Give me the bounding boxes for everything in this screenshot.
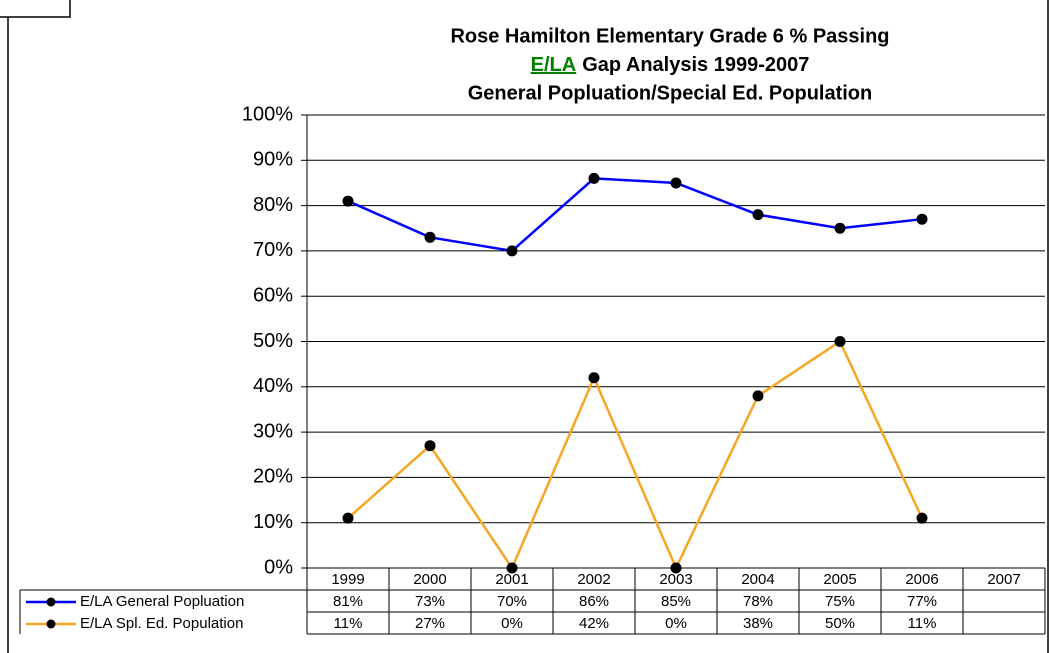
series-line — [347, 177, 923, 253]
y-tick-label: 80% — [253, 194, 293, 216]
data-label: 38% — [743, 615, 773, 632]
data-point — [834, 222, 846, 234]
y-tick-label: 90% — [253, 149, 293, 171]
x-tick-label: 2006 — [905, 571, 938, 588]
y-tick-label: 100% — [242, 103, 293, 125]
series-line — [347, 339, 924, 572]
x-tick-label: 2000 — [413, 571, 446, 588]
data-label: 50% — [825, 615, 855, 632]
y-tick-label: 50% — [253, 330, 293, 352]
x-tick-label: 2002 — [577, 571, 610, 588]
data-label: 75% — [825, 593, 855, 610]
data-label: 73% — [415, 593, 445, 610]
y-tick-label: 60% — [253, 284, 293, 306]
legend-marker — [46, 597, 56, 607]
y-tick-label: 40% — [253, 375, 293, 397]
data-point — [916, 512, 928, 524]
y-tick-label: 70% — [253, 239, 293, 261]
data-point — [834, 336, 846, 347]
data-point — [506, 245, 518, 257]
title-highlight: E/LA — [531, 54, 577, 76]
frame-notch — [0, 0, 71, 18]
data-label: 27% — [415, 615, 445, 632]
legend-marker — [46, 619, 56, 629]
chart-title: Rose Hamilton Elementary Grade 6 % Passi… — [450, 25, 889, 47]
data-point — [506, 562, 518, 574]
data-point — [424, 231, 436, 243]
data-point — [588, 372, 600, 384]
data-label: 70% — [497, 593, 527, 610]
data-point — [752, 209, 764, 221]
data-point — [342, 195, 354, 207]
x-tick-label: 2001 — [495, 571, 528, 588]
chart-subtitle: General Popluation/Special Ed. Populatio… — [468, 82, 873, 104]
data-label: 85% — [661, 593, 691, 610]
data-label: 0% — [665, 615, 687, 632]
y-tick-label: 10% — [253, 511, 293, 533]
data-point — [916, 213, 928, 225]
x-tick-label: 2003 — [659, 571, 692, 588]
data-point — [342, 512, 354, 524]
data-label: 0% — [501, 615, 523, 632]
chart-title-line2: E/LA Gap Analysis 1999-2007 — [531, 54, 810, 76]
x-tick-label: 2004 — [741, 571, 774, 588]
data-point — [424, 440, 436, 452]
y-tick-label: 30% — [253, 420, 293, 442]
data-point — [588, 172, 600, 184]
data-label: 78% — [743, 593, 773, 610]
data-label: 81% — [333, 593, 363, 610]
legend-label: E/LA Spl. Ed. Population — [80, 615, 243, 632]
data-label: 42% — [579, 615, 609, 632]
data-point — [670, 177, 682, 189]
x-tick-label: 1999 — [331, 571, 364, 588]
data-label: 77% — [907, 593, 937, 610]
y-tick-label: 0% — [264, 556, 293, 578]
data-label: 11% — [908, 615, 937, 632]
legend-label: E/LA General Popluation — [80, 593, 244, 610]
data-label: 11% — [334, 615, 363, 632]
title-rest: Gap Analysis 1999-2007 — [582, 54, 809, 76]
data-point — [752, 390, 764, 402]
x-tick-label: 2007 — [987, 571, 1020, 588]
y-tick-label: 20% — [253, 466, 293, 488]
x-tick-label: 2005 — [823, 571, 856, 588]
data-label: 86% — [579, 593, 609, 610]
data-point — [670, 562, 682, 574]
